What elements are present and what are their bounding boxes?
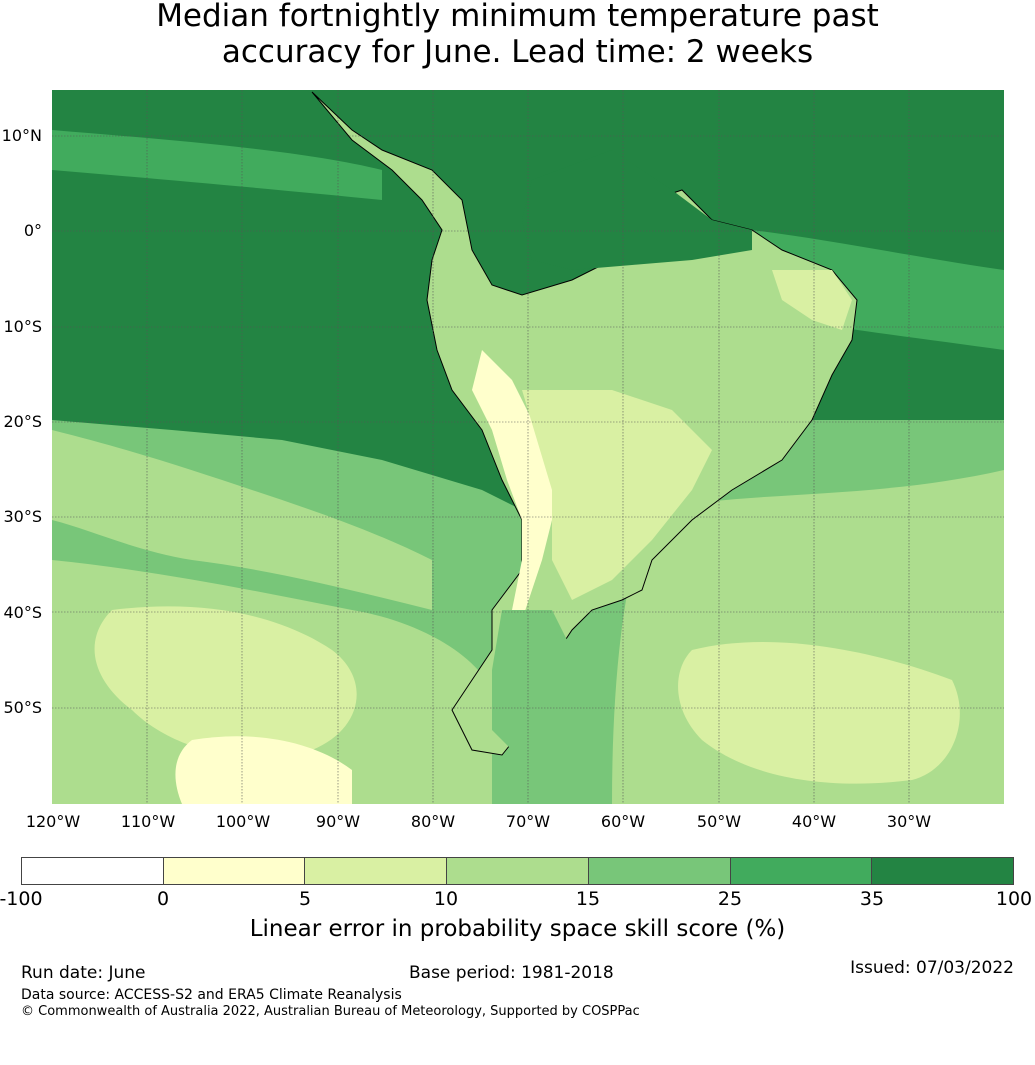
colorbar-tick: 0 <box>156 888 170 910</box>
colorbar-segment <box>588 858 731 884</box>
lon-label-70w: 70°W <box>505 812 551 831</box>
lat-label-0: 0° <box>23 221 42 240</box>
colorbar-segment <box>22 858 164 884</box>
colorbar-tick: 100 <box>995 888 1033 910</box>
colorbar-tick: -100 <box>0 888 43 910</box>
north-pacific-band <box>52 130 382 200</box>
chart-title-line-1: Median fortnightly minimum temperature p… <box>156 0 879 34</box>
graticule <box>52 90 1004 804</box>
colorbar-tick: 10 <box>433 888 459 910</box>
colorbar-segment <box>730 858 873 884</box>
lat-label-20s: 20°S <box>3 412 42 431</box>
lon-label-110w: 110°W <box>120 812 176 831</box>
lon-label-50w: 50°W <box>696 812 742 831</box>
map-svg <box>52 90 1004 804</box>
pacific-palest-patch <box>175 736 352 804</box>
colorbar-segment <box>872 858 1014 884</box>
run-date: Run date: June <box>21 963 146 983</box>
lon-label-90w: 90°W <box>315 812 361 831</box>
skill-score-map <box>52 90 1004 804</box>
central-pale-region <box>522 390 712 600</box>
colorbar-tick: 15 <box>575 888 601 910</box>
lat-label-10n: 10°N <box>1 126 42 145</box>
lon-label-60w: 60°W <box>600 812 646 831</box>
colorbar <box>21 857 1014 885</box>
colorbar-segment <box>447 858 589 884</box>
issued-date: Issued: 07/03/2022 <box>850 958 1014 978</box>
andes-pale-region <box>472 350 552 620</box>
copyright-notice: © Commonwealth of Australia 2022, Austra… <box>21 1004 640 1019</box>
lat-label-40s: 40°S <box>3 603 42 622</box>
colorbar-segment <box>305 858 448 884</box>
colorbar-label: Linear error in probability space skill … <box>249 916 786 942</box>
amazon-dark-region <box>522 150 752 270</box>
lat-label-30s: 30°S <box>3 507 42 526</box>
lon-label-100w: 100°W <box>215 812 271 831</box>
lon-label-40w: 40°W <box>791 812 837 831</box>
lat-label-10s: 10°S <box>3 317 42 336</box>
colorbar-tick: 25 <box>717 888 743 910</box>
lon-label-30w: 30°W <box>886 812 932 831</box>
lon-label-80w: 80°W <box>410 812 456 831</box>
lat-label-50s: 50°S <box>3 698 42 717</box>
colorbar-segment <box>163 858 306 884</box>
northeast-pale-region <box>772 270 852 330</box>
base-period: Base period: 1981-2018 <box>409 963 614 983</box>
atlantic-pale-patch <box>678 641 960 784</box>
pacific-pale-patch <box>94 606 357 758</box>
patagonia-region <box>492 610 572 750</box>
chart-title-line-2: accuracy for June. Lead time: 2 weeks <box>221 34 814 70</box>
colorbar-tick: 5 <box>298 888 312 910</box>
colorbar-tick: 35 <box>859 888 885 910</box>
lon-label-120w: 120°W <box>25 812 81 831</box>
tropical-pacific-region <box>52 420 522 510</box>
data-source: Data source: ACCESS-S2 and ERA5 Climate … <box>21 987 402 1003</box>
